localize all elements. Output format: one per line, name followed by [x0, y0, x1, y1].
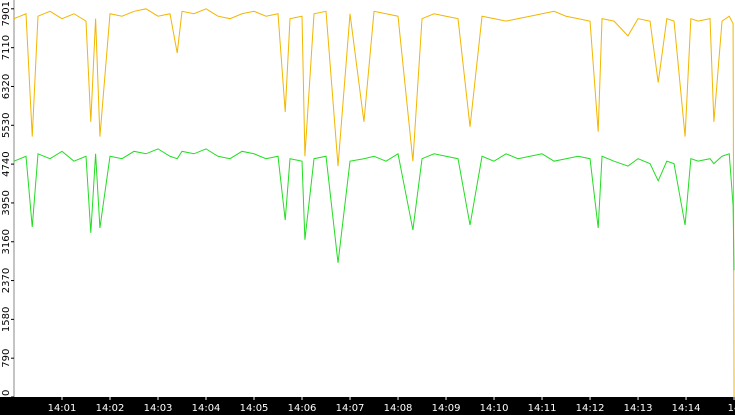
x-tick-label: 14:01	[48, 403, 77, 414]
series-line	[13, 148, 735, 271]
series-line	[13, 8, 735, 398]
x-tick-label: 14:11	[528, 403, 557, 414]
x-tick-label: 14:03	[144, 403, 173, 414]
y-tick-label: 0	[1, 390, 12, 396]
x-tick-label: 14:08	[384, 403, 413, 414]
y-tick-label: 6320	[1, 74, 12, 99]
y-tick-label: 4740	[1, 151, 12, 176]
x-tick-label: 14	[728, 403, 735, 414]
x-tick-label: 14:02	[96, 403, 125, 414]
y-tick-label: 7110	[1, 35, 12, 60]
x-tick-label: 14:09	[432, 403, 461, 414]
y-tick-label: 5530	[1, 113, 12, 138]
x-tick-label: 14:12	[576, 403, 605, 414]
y-tick-label: 1580	[1, 307, 12, 332]
x-tick-label: 14:04	[192, 403, 221, 414]
y-tick-label: 790	[1, 349, 12, 368]
x-axis-bar	[0, 397, 735, 415]
y-tick-label: 3950	[1, 190, 12, 215]
x-tick-label: 14:10	[480, 403, 509, 414]
y-tick-label: 7901	[1, 1, 12, 26]
x-tick-label: 14:05	[240, 403, 269, 414]
x-tick-label: 14:14	[672, 403, 701, 414]
x-tick-label: 14:07	[336, 403, 365, 414]
y-tick-label: 3160	[1, 229, 12, 254]
x-tick-label: 14:13	[624, 403, 653, 414]
x-tick-label: 14:06	[288, 403, 317, 414]
y-tick-label: 2370	[1, 268, 12, 293]
